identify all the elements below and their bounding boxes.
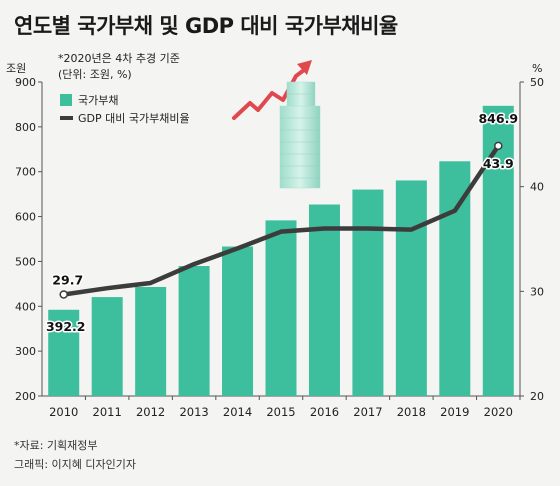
label-debt-2020: 846.9 — [478, 111, 518, 126]
legend: 국가부채 GDP 대비 국가부채비율 — [60, 94, 190, 125]
x-tick-label: 2014 — [223, 405, 252, 419]
bar-2011 — [91, 297, 123, 396]
ratio-line — [63, 144, 501, 297]
x-tick-label: 2018 — [397, 405, 426, 419]
bar-2014 — [222, 246, 254, 396]
bar-2017 — [352, 189, 384, 396]
y-left-tick: 800 — [15, 121, 36, 134]
note-unit: (단위: 조원, %) — [58, 68, 132, 81]
ratio-line-group — [59, 141, 503, 299]
bar-2020 — [482, 105, 514, 396]
label-debt-2010: 392.2 — [46, 319, 86, 334]
y-left-tick: 200 — [15, 390, 36, 403]
building-illustration — [232, 60, 321, 189]
bar-2013 — [178, 266, 210, 396]
ratio-point-2020 — [494, 141, 503, 151]
y-left-tick: 500 — [15, 255, 36, 268]
x-tick-label: 2019 — [440, 405, 469, 419]
x-tick-label: 2017 — [353, 405, 382, 419]
label-ratio-2010: 29.7 — [52, 272, 83, 287]
y-right-tick: 50 — [530, 76, 544, 89]
bar-2016 — [308, 204, 340, 396]
y-right-tick: 30 — [530, 285, 544, 298]
x-tick-label: 2015 — [266, 405, 295, 419]
x-tick-label: 2010 — [49, 405, 78, 419]
x-tick-label: 2016 — [310, 405, 339, 419]
y-right-tick: 20 — [530, 390, 544, 403]
y-left-tick: 600 — [15, 211, 36, 224]
legend-label-ratio: GDP 대비 국가부채비율 — [78, 112, 190, 125]
legend-label-debt: 국가부채 — [78, 94, 118, 107]
y-right-unit: % — [532, 62, 542, 75]
bar-2010 — [48, 309, 80, 396]
x-tick-label: 2011 — [93, 405, 122, 419]
source-note: *자료: 기획재정부 — [14, 439, 98, 452]
y-left-unit: 조원 — [6, 62, 26, 75]
y-left-tick: 400 — [15, 300, 36, 313]
x-tick-label: 2012 — [136, 405, 165, 419]
chart-title: 연도별 국가부채 및 GDP 대비 국가부채비율 — [14, 14, 398, 38]
y-left-tick: 700 — [15, 166, 36, 179]
legend-swatch-debt — [60, 94, 72, 106]
y-right-tick: 40 — [530, 181, 544, 194]
note-2020: *2020년은 4차 추경 기준 — [58, 52, 180, 65]
y-left-tick: 300 — [15, 345, 36, 358]
trend-arrow-head — [297, 60, 312, 75]
bars-group — [48, 105, 514, 396]
x-tick-label: 2013 — [179, 405, 208, 419]
credit-note: 그래픽: 이지혜 디자인기자 — [14, 458, 137, 471]
data-labels-group: 29.7 392.2 846.9 43.9 — [44, 109, 519, 335]
y-left-tick: 900 — [15, 76, 36, 89]
label-ratio-2020: 43.9 — [483, 156, 514, 171]
bar-2015 — [265, 220, 297, 396]
bar-2019 — [439, 161, 471, 396]
bar-2012 — [135, 286, 167, 396]
x-tick-label: 2020 — [484, 405, 513, 419]
axes-group: 조원 % 200 300 400 500 600 700 800 900 20 30 40 50 2010 2… — [6, 62, 544, 419]
trend-arrow-line — [232, 68, 306, 120]
bar-2018 — [395, 180, 427, 396]
ratio-point-2010 — [59, 290, 68, 299]
